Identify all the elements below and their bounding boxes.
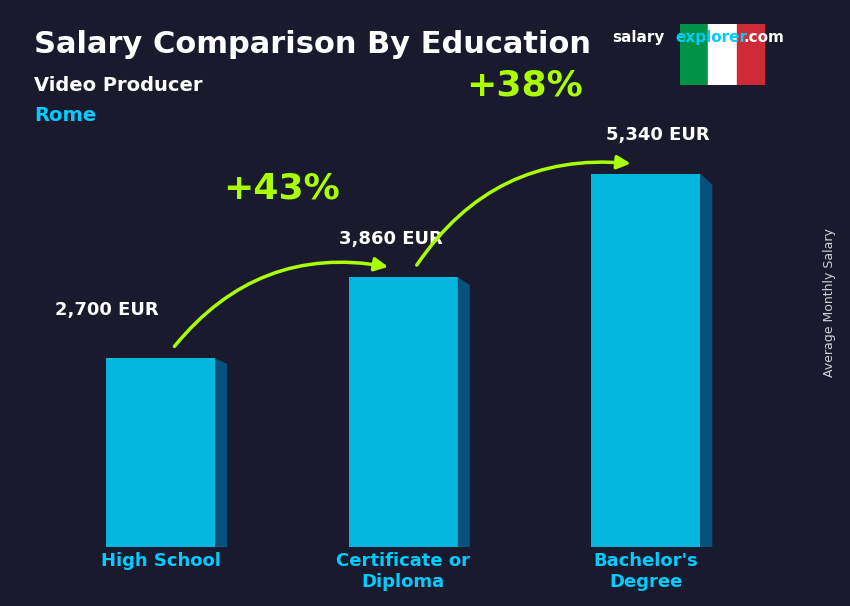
Text: .com: .com — [744, 30, 785, 45]
FancyArrowPatch shape — [174, 259, 384, 347]
Text: Salary Comparison By Education: Salary Comparison By Education — [34, 30, 591, 59]
Text: 5,340 EUR: 5,340 EUR — [606, 126, 710, 144]
Bar — [591, 173, 700, 547]
Text: explorer: explorer — [676, 30, 748, 45]
Bar — [708, 24, 737, 85]
Bar — [106, 358, 215, 547]
FancyArrowPatch shape — [416, 157, 626, 265]
Text: +38%: +38% — [466, 68, 583, 102]
Bar — [737, 24, 765, 85]
Text: Video Producer: Video Producer — [34, 76, 202, 95]
Polygon shape — [457, 277, 470, 547]
Polygon shape — [700, 173, 712, 547]
Text: salary: salary — [612, 30, 665, 45]
Bar — [348, 277, 457, 547]
Bar — [680, 24, 708, 85]
Text: 2,700 EUR: 2,700 EUR — [55, 301, 159, 319]
Text: +43%: +43% — [224, 172, 340, 206]
Text: 3,860 EUR: 3,860 EUR — [339, 230, 443, 248]
Text: Average Monthly Salary: Average Monthly Salary — [824, 228, 836, 377]
Text: Rome: Rome — [34, 106, 96, 125]
Polygon shape — [215, 358, 227, 547]
